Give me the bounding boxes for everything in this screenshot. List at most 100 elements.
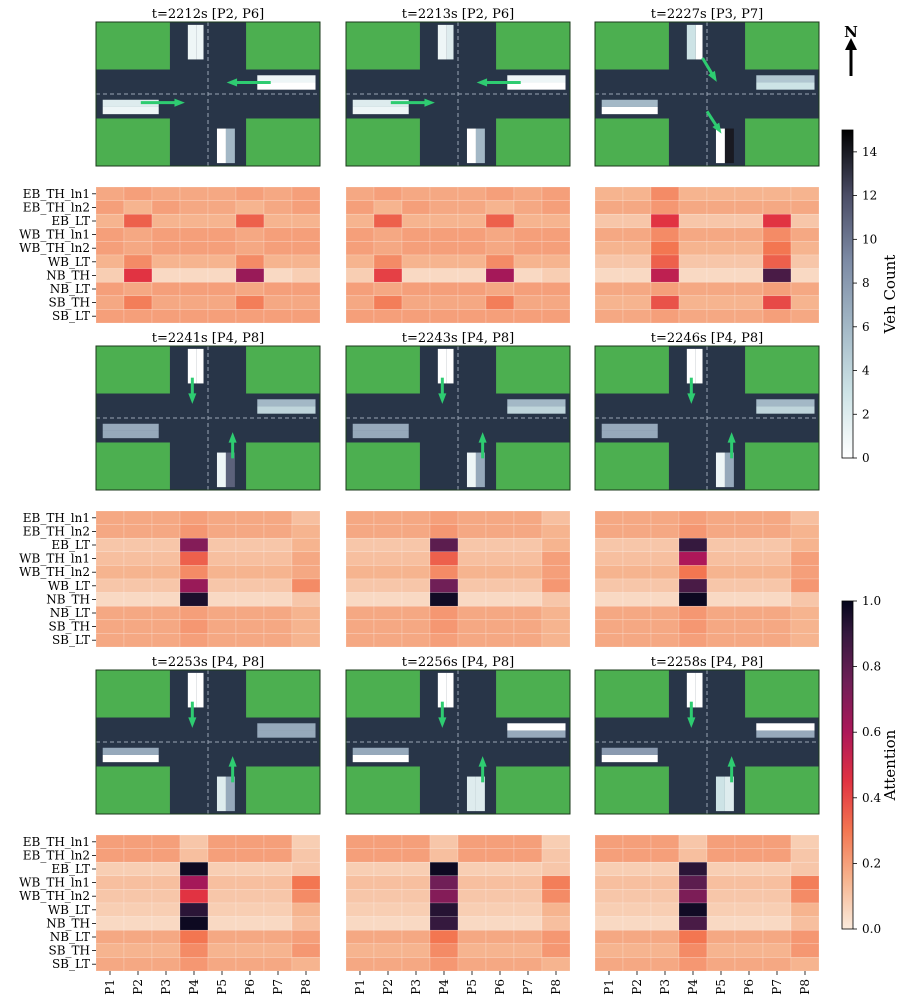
heatmap-cell xyxy=(622,957,652,972)
heatmap-cell xyxy=(373,848,403,863)
heatmap-cell xyxy=(429,929,459,945)
queue-sb-lane-1 xyxy=(686,348,696,384)
heatmap-cell xyxy=(457,186,487,201)
movement-arrowhead-icon xyxy=(174,98,185,107)
heatmap-cell xyxy=(345,916,375,931)
heatmap-cell xyxy=(263,902,293,917)
queue-sb-lane-1 xyxy=(437,672,447,708)
heatmap-cell xyxy=(345,592,375,607)
heatmap-cell xyxy=(95,537,125,553)
queue-nb-lane-1 xyxy=(216,776,226,812)
queue-nb-lane-2 xyxy=(724,452,734,488)
heatmap-cell xyxy=(179,254,209,269)
heatmap-cell xyxy=(622,592,652,607)
panel-3: t=2227s [P3, P7] xyxy=(594,7,820,324)
heatmap-cell xyxy=(790,510,820,525)
heatmap-cell xyxy=(457,834,487,849)
heatmap-cell xyxy=(291,281,321,297)
heatmap-cell xyxy=(263,295,293,310)
queue-wb-lane-1 xyxy=(756,399,815,407)
queue-eb-lane-2 xyxy=(352,430,409,439)
queue-nb-lane-1 xyxy=(715,776,725,812)
col-label: P4 xyxy=(686,979,700,995)
heatmap-cell xyxy=(457,213,487,229)
heatmap-cell xyxy=(179,565,209,580)
heatmap-cell xyxy=(734,524,764,539)
queue-sb-lane-1 xyxy=(437,348,447,384)
heatmap-cell xyxy=(95,565,125,580)
row-label: WB_TH_ln2 xyxy=(19,889,90,903)
heatmap-cell xyxy=(762,510,792,525)
intersection-frame xyxy=(345,669,571,815)
heatmap-cell xyxy=(594,309,624,324)
heatmap-cell xyxy=(123,605,153,621)
heatmap-cell xyxy=(650,902,680,917)
heatmap-cell xyxy=(95,848,125,863)
heatmap-cell xyxy=(235,633,265,648)
heatmap-cell xyxy=(291,510,321,525)
heatmap-cell xyxy=(207,889,237,904)
heatmap-cell xyxy=(485,227,515,242)
heatmap-cell xyxy=(401,943,431,958)
intersection-frame xyxy=(95,21,321,167)
heatmap-cell xyxy=(622,889,652,904)
heatmap-cell xyxy=(762,565,792,580)
heatmap-cell xyxy=(513,241,543,256)
heatmap-cell xyxy=(151,309,181,324)
heatmap-cell xyxy=(235,619,265,634)
heatmap-cell xyxy=(762,309,792,324)
heatmap-cell xyxy=(291,834,321,849)
attention-heatmap xyxy=(594,186,820,324)
heatmap-cell xyxy=(541,227,571,242)
heatmap-cell xyxy=(678,537,708,553)
heatmap-cell xyxy=(594,834,624,849)
heatmap-cell xyxy=(291,200,321,215)
heatmap-cell xyxy=(95,605,125,621)
heatmap-cell xyxy=(734,551,764,566)
heatmap-cell xyxy=(650,510,680,525)
queue-eb-lane-1 xyxy=(601,747,658,755)
heatmap-cell xyxy=(622,861,652,877)
col-label: P5 xyxy=(465,979,479,995)
heatmap-cell xyxy=(179,605,209,621)
row-label: SB_LT xyxy=(52,957,90,971)
grass-sw xyxy=(96,118,170,166)
heatmap-cell xyxy=(594,929,624,945)
heatmap-cell xyxy=(706,957,736,972)
heatmap-cell xyxy=(762,537,792,553)
heatmap-cell xyxy=(457,268,487,283)
heatmap-cell xyxy=(123,861,153,877)
heatmap-cell xyxy=(650,861,680,877)
heatmap-cell xyxy=(706,200,736,215)
heatmap-cell xyxy=(762,295,792,310)
heatmap-cell xyxy=(151,633,181,648)
grass-se xyxy=(745,442,819,490)
heatmap-cell xyxy=(650,578,680,593)
heatmap-cell xyxy=(790,213,820,229)
col-label: P6 xyxy=(742,979,756,995)
heatmap-cell xyxy=(95,200,125,215)
heatmap-cell xyxy=(207,957,237,972)
movement-arrowhead-icon xyxy=(226,78,238,87)
heatmap-cell xyxy=(235,200,265,215)
heatmap-cell xyxy=(95,213,125,229)
heatmap-cell xyxy=(706,295,736,310)
heatmap-cell xyxy=(762,834,792,849)
heatmap-cell xyxy=(485,510,515,525)
heatmap-cell xyxy=(429,605,459,621)
heatmap-cell xyxy=(429,227,459,242)
heatmap-cell xyxy=(622,295,652,310)
heatmap-cell xyxy=(762,578,792,593)
heatmap-cell xyxy=(790,281,820,297)
panel-7: t=2253s [P4, P8]EB_TH_ln1EB_TH_ln2EB_LTW… xyxy=(19,655,321,995)
heatmap-cell xyxy=(513,281,543,297)
heatmap-cell xyxy=(345,281,375,297)
heatmap-cell xyxy=(429,186,459,201)
movement-arrowhead-icon xyxy=(424,98,435,107)
heatmap-cell xyxy=(291,916,321,931)
heatmap-cell xyxy=(513,295,543,310)
heatmap-cell xyxy=(263,619,293,634)
heatmap-cell xyxy=(734,281,764,297)
heatmap-cell xyxy=(429,295,459,310)
heatmap-cell xyxy=(594,510,624,525)
